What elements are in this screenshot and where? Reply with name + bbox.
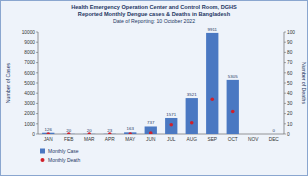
y-tick [36, 42, 38, 43]
y2-tick [284, 62, 286, 63]
point [190, 121, 194, 125]
y2-tick-label: 60 [287, 71, 293, 76]
y2-tick-label: 30 [287, 101, 293, 106]
y-tick [36, 52, 38, 53]
y-tick-label: 10000 [22, 30, 36, 35]
bar [227, 80, 239, 134]
bar [165, 118, 177, 134]
legend-swatch [40, 149, 45, 154]
y2-tick-label: 40 [287, 91, 293, 96]
y2-tick [284, 103, 286, 104]
x-tick-label: SEP [207, 137, 217, 142]
x-tick-label: NOV [248, 137, 259, 142]
y2-tick-label: 80 [287, 50, 293, 55]
x-tick-label: JAN [44, 137, 54, 142]
legend-swatch [41, 158, 45, 162]
y-tick-label: 2000 [24, 111, 35, 116]
y-tick-label: 5000 [24, 81, 35, 86]
y-tick [36, 32, 38, 33]
bar [186, 98, 198, 134]
point [149, 131, 153, 134]
data-label: 737 [147, 120, 155, 125]
y2-tick-label: 50 [287, 81, 293, 86]
bar [145, 126, 157, 134]
data-label: 163 [127, 126, 135, 131]
y-tick [36, 103, 38, 104]
y-tick-label: 8000 [24, 50, 35, 55]
data-label: 23 [107, 128, 112, 133]
y-tick [36, 83, 38, 84]
x-tick-label: AUG [187, 137, 198, 142]
y2-tick [284, 42, 286, 43]
x-tick-label: DEC [269, 137, 280, 142]
y-tick [36, 93, 38, 94]
x-tick-label: FEB [64, 137, 73, 142]
data-label: 0 [273, 128, 276, 133]
y2-tick [284, 72, 286, 73]
point [231, 110, 235, 114]
y2-tick-label: 70 [287, 60, 293, 65]
data-label: 3521 [187, 92, 197, 97]
x-axis [38, 134, 284, 135]
y-tick [36, 113, 38, 114]
data-label: 1571 [166, 112, 176, 117]
y-tick [36, 72, 38, 73]
point [128, 132, 132, 134]
y-tick-label: 6000 [24, 71, 35, 76]
point [169, 123, 173, 127]
y2-tick-label: 90 [287, 40, 293, 45]
y2-tick [284, 83, 286, 84]
y-tick-label: 9000 [24, 40, 35, 45]
y2-tick-label: 0 [287, 132, 290, 137]
data-label: 20 [87, 128, 92, 133]
y2-tick [284, 32, 286, 33]
y-tick [36, 62, 38, 63]
y2-tick [284, 123, 286, 124]
y2-tick-label: 10 [287, 122, 293, 127]
y2-tick [284, 52, 286, 53]
chart: Health Emergency Operation Center and Co… [0, 0, 308, 176]
y-axis-title: Number of Cases [5, 62, 11, 103]
y-tick-label: 7000 [24, 60, 35, 65]
background [1, 1, 308, 176]
title: Health Emergency Operation Center and Co… [71, 4, 237, 10]
bar [268, 134, 280, 135]
y2-tick [284, 93, 286, 94]
x-tick-label: OCT [228, 137, 238, 142]
legend-label: Monthly Case [48, 148, 79, 154]
legend-label: Monthly Death [48, 157, 80, 163]
annotation: Date of Reporting: 10 October 2022 [113, 18, 195, 24]
legend: Monthly Case Monthly Death [40, 148, 80, 163]
y-tick-label: 3000 [24, 101, 35, 106]
data-label: 126 [45, 127, 53, 132]
y2-tick [284, 134, 286, 135]
x-tick-label: JUL [167, 137, 176, 142]
x-tick-label: JUN [146, 137, 156, 142]
y2-tick-label: 20 [287, 111, 293, 116]
y-tick [36, 123, 38, 124]
y-tick-label: 0 [32, 132, 35, 137]
y2-tick [284, 113, 286, 114]
x-tick-label: APR [105, 137, 115, 142]
point [46, 132, 50, 134]
data-label: 20 [66, 128, 71, 133]
bar [206, 33, 218, 134]
y2-tick-label: 100 [287, 30, 295, 35]
data-label: 5305 [228, 74, 238, 79]
y-tick-label: 4000 [24, 91, 35, 96]
point [210, 98, 214, 102]
y-tick [36, 134, 38, 135]
y2-axis-title: Number of Deaths [301, 62, 307, 105]
x-tick-label: MAR [84, 137, 95, 142]
data-labels: 126 20 20 23 163 737 1571 3521 9911 5305 0 [45, 27, 276, 133]
x-tick-label: MAY [125, 137, 136, 142]
marks [42, 33, 239, 134]
y-tick-label: 1000 [24, 122, 35, 127]
subtitle: Reported Monthly Dengue cases & Deaths i… [78, 11, 231, 17]
data-label: 9911 [208, 27, 218, 32]
